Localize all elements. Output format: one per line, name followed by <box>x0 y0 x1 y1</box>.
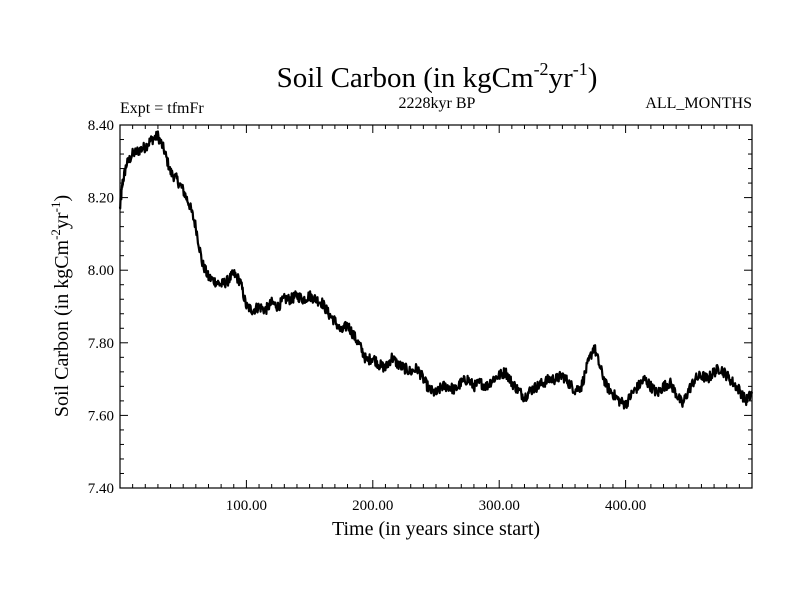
x-axis-label: Time (in years since start) <box>332 518 540 540</box>
x-tick-labels: 100.00 200.00 300.00 400.00 <box>226 498 646 514</box>
y-tick-label: 8.20 <box>88 191 114 207</box>
period-label: 2228kyr BP <box>399 95 476 112</box>
plot-frame <box>119 124 753 489</box>
y-tick-label: 8.40 <box>88 118 114 134</box>
x-tick-label: 300.00 <box>479 498 520 514</box>
y-tick-label: 7.60 <box>88 408 114 424</box>
soil-carbon-series <box>118 130 754 410</box>
y-tick-label: 7.40 <box>88 481 114 497</box>
y-axis-label: Soil Carbon (in kgCm-2yr-1) <box>48 195 73 417</box>
axis-ticks <box>120 124 752 489</box>
y-tick-label: 8.00 <box>88 263 114 279</box>
y-tick-label: 7.80 <box>88 336 114 352</box>
x-tick-label: 200.00 <box>352 498 393 514</box>
x-tick-label: 400.00 <box>605 498 646 514</box>
experiment-label: Expt = tfmFr <box>120 100 204 117</box>
x-tick-label: 100.00 <box>226 498 267 514</box>
months-label: ALL_MONTHS <box>645 95 752 112</box>
y-tick-labels: 7.40 7.60 7.80 8.00 8.20 8.40 <box>88 118 114 497</box>
chart-title: Soil Carbon (in kgCm-2yr-1) <box>277 59 598 94</box>
